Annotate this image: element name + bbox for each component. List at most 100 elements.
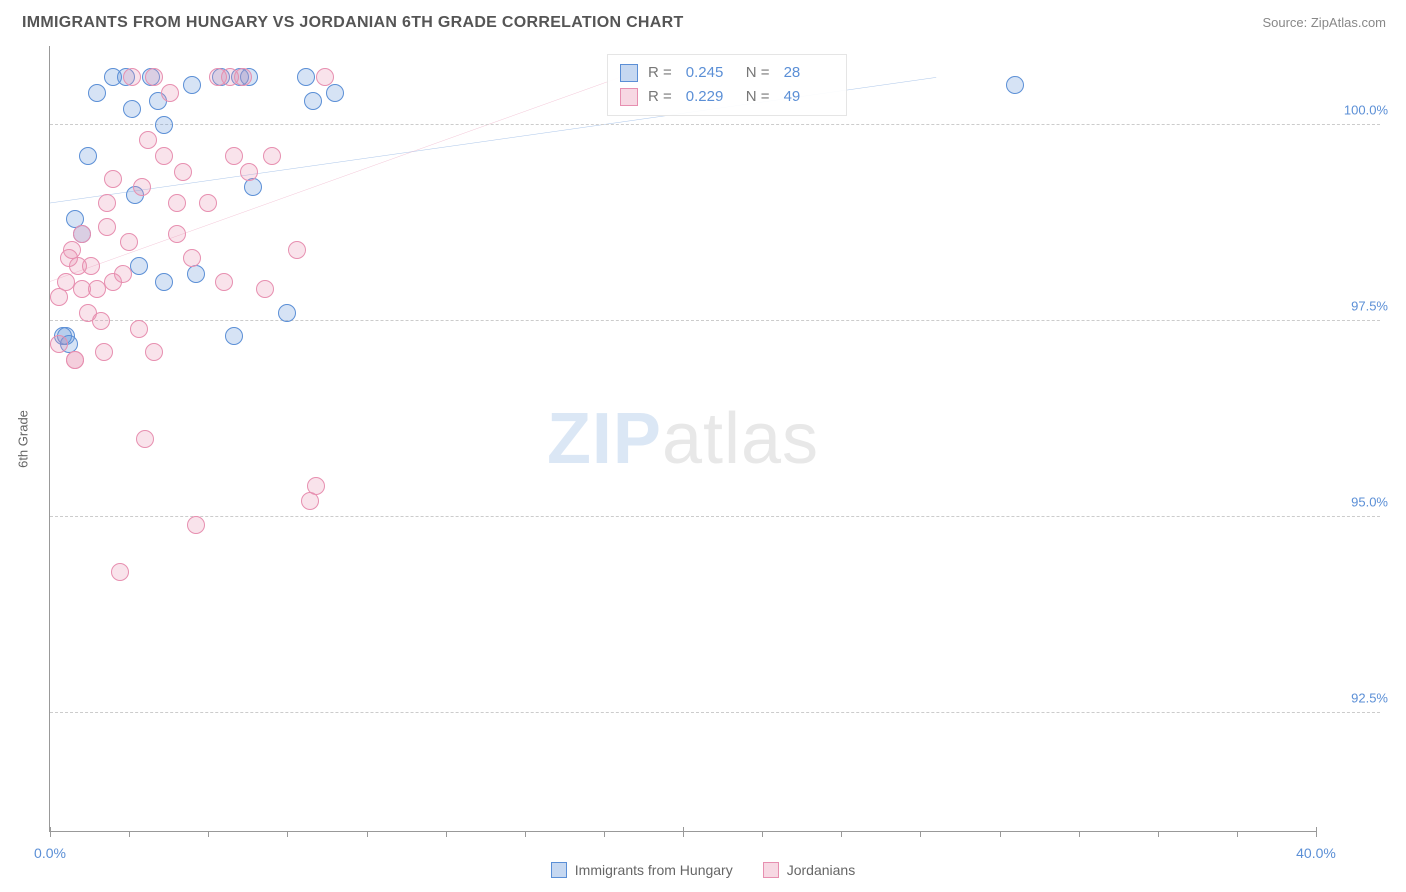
scatter-point (155, 273, 173, 291)
x-tick-mark (525, 831, 526, 837)
scatter-point (73, 225, 91, 243)
scatter-point (161, 84, 179, 102)
scatter-point (98, 194, 116, 212)
scatter-point (215, 273, 233, 291)
x-tick-mark (1079, 831, 1080, 837)
scatter-point (316, 68, 334, 86)
scatter-point (244, 178, 262, 196)
y-axis-label: 6th Grade (16, 410, 31, 468)
scatter-point (307, 477, 325, 495)
x-tick-mark (920, 831, 921, 837)
scatter-point (168, 225, 186, 243)
n-label: N = (746, 61, 770, 85)
gridline (50, 124, 1380, 125)
scatter-point (1006, 76, 1024, 94)
scatter-point (288, 241, 306, 259)
r-value: 0.229 (686, 85, 736, 109)
x-tick-mark (129, 831, 130, 837)
scatter-point (114, 265, 132, 283)
scatter-point (104, 170, 122, 188)
gridline (50, 320, 1380, 321)
scatter-point (133, 178, 151, 196)
scatter-point (225, 147, 243, 165)
n-value: 49 (784, 85, 834, 109)
scatter-point (139, 131, 157, 149)
x-tick-mark (208, 831, 209, 837)
scatter-point (234, 68, 252, 86)
x-tick-mark (1316, 827, 1317, 837)
chart-title: IMMIGRANTS FROM HUNGARY VS JORDANIAN 6TH… (22, 14, 684, 32)
y-tick-label: 92.5% (1351, 691, 1388, 706)
scatter-point (123, 100, 141, 118)
x-tick-mark (287, 831, 288, 837)
y-tick-label: 97.5% (1351, 298, 1388, 313)
plot-region: ZIPatlas R =0.245 N =28 R =0.229 N =49 9… (49, 46, 1316, 832)
legend-swatch (620, 64, 638, 82)
scatter-point (301, 492, 319, 510)
scatter-point (187, 265, 205, 283)
legend-swatch (763, 862, 779, 878)
scatter-point (199, 194, 217, 212)
scatter-point (304, 92, 322, 110)
n-value: 28 (784, 61, 834, 85)
scatter-point (256, 280, 274, 298)
bottom-legend: Immigrants from Hungary Jordanians (0, 862, 1406, 878)
x-tick-mark (604, 831, 605, 837)
x-tick-mark (50, 827, 51, 837)
x-tick-mark (841, 831, 842, 837)
stat-box: R = 0.245 N = 28 R = 0.229 N = 49 (607, 54, 847, 116)
scatter-point (145, 343, 163, 361)
chart-header: IMMIGRANTS FROM HUNGARY VS JORDANIAN 6TH… (0, 0, 1406, 42)
y-tick-label: 100.0% (1344, 102, 1388, 117)
scatter-point (225, 327, 243, 345)
scatter-point (297, 68, 315, 86)
source-label: Source: ZipAtlas.com (1262, 15, 1386, 30)
n-label: N = (746, 85, 770, 109)
scatter-point (111, 563, 129, 581)
legend-label: Jordanians (787, 862, 856, 878)
scatter-point (183, 249, 201, 267)
legend-item: Jordanians (763, 862, 856, 878)
legend-swatch (620, 88, 638, 106)
scatter-point (88, 84, 106, 102)
scatter-point (130, 257, 148, 275)
stat-row: R = 0.229 N = 49 (620, 85, 834, 109)
legend-label: Immigrants from Hungary (575, 862, 733, 878)
x-tick-mark (1158, 831, 1159, 837)
x-tick-mark (683, 827, 684, 837)
scatter-point (187, 516, 205, 534)
stat-row: R = 0.245 N = 28 (620, 61, 834, 85)
chart-area: 6th Grade ZIPatlas R =0.245 N =28 R =0.2… (25, 46, 1316, 832)
scatter-point (136, 430, 154, 448)
scatter-point (174, 163, 192, 181)
x-tick-mark (446, 831, 447, 837)
x-tick-mark (367, 831, 368, 837)
scatter-point (120, 233, 138, 251)
y-tick-label: 95.0% (1351, 495, 1388, 510)
scatter-point (168, 194, 186, 212)
trend-lines (50, 46, 1316, 831)
scatter-point (95, 343, 113, 361)
scatter-point (98, 218, 116, 236)
scatter-point (92, 312, 110, 330)
scatter-point (326, 84, 344, 102)
r-label: R = (648, 61, 672, 85)
scatter-point (155, 147, 173, 165)
scatter-point (50, 288, 68, 306)
scatter-point (130, 320, 148, 338)
scatter-point (240, 163, 258, 181)
x-tick-mark (762, 831, 763, 837)
scatter-point (123, 68, 141, 86)
x-tick-mark (1237, 831, 1238, 837)
r-label: R = (648, 85, 672, 109)
r-value: 0.245 (686, 61, 736, 85)
scatter-point (50, 335, 68, 353)
scatter-point (145, 68, 163, 86)
scatter-point (82, 257, 100, 275)
gridline (50, 516, 1380, 517)
scatter-point (263, 147, 281, 165)
x-tick-label: 40.0% (1296, 845, 1336, 861)
scatter-point (278, 304, 296, 322)
scatter-point (183, 76, 201, 94)
legend-swatch (551, 862, 567, 878)
